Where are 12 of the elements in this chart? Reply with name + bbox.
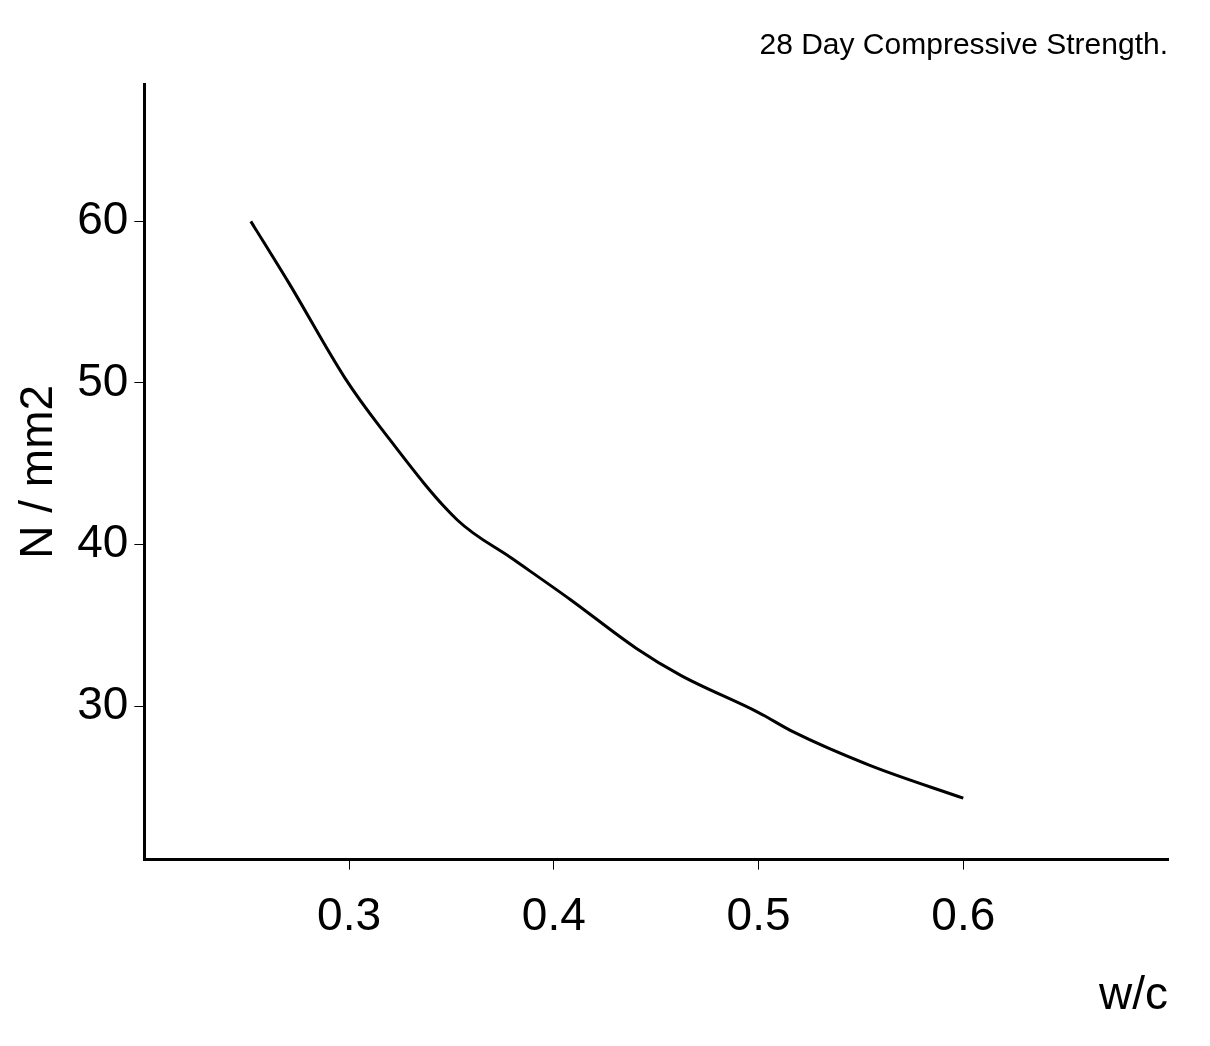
y-tick-label: 30 [77,676,129,729]
x-axis-title: w/c [1098,967,1168,1020]
x-tick-label: 0.3 [317,887,382,940]
y-tick-label: 60 [77,192,129,245]
y-tick-label: 50 [77,353,129,406]
x-tick-label: 0.6 [931,887,996,940]
line-series [249,219,965,800]
y-axis-title: N / mm2 [10,384,63,559]
x-tick-label: 0.5 [726,887,791,940]
y-tick-label: 40 [77,515,129,568]
x-tick-label: 0.4 [521,887,586,940]
chart-title: 28 Day Compressive Strength. [759,27,1168,61]
